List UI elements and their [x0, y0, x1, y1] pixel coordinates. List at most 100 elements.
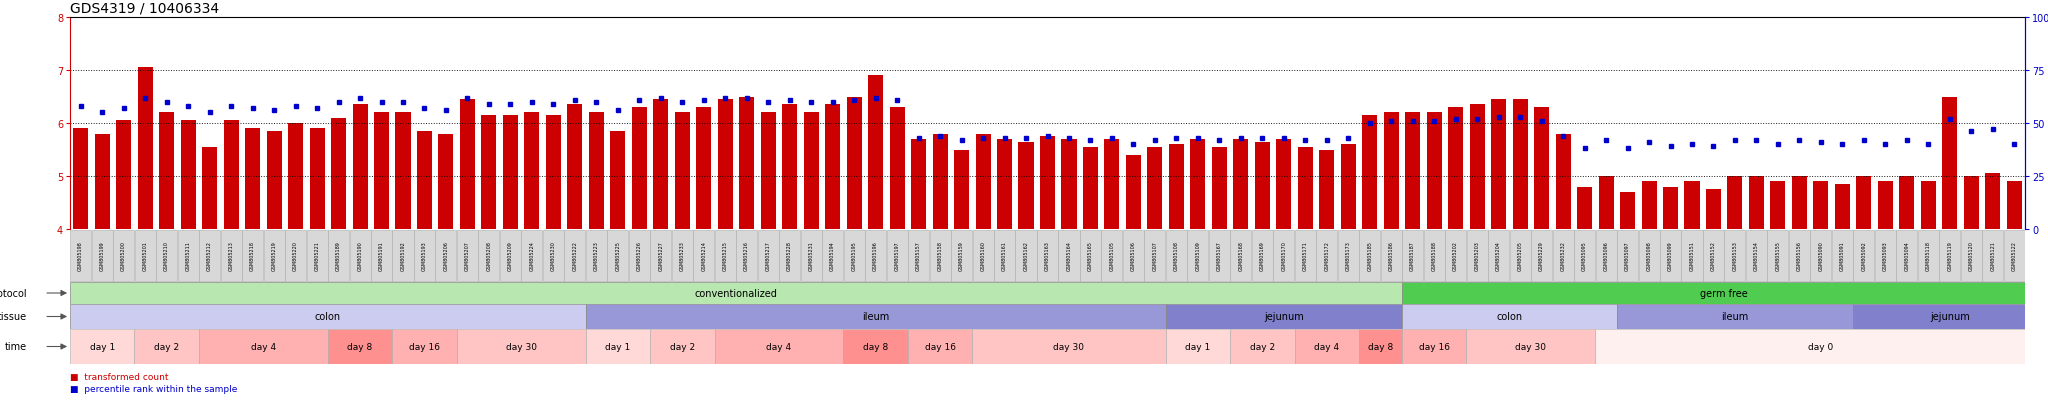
Text: day 1: day 1: [1186, 342, 1210, 351]
Text: day 8: day 8: [1368, 342, 1393, 351]
Text: GSM805204: GSM805204: [1497, 241, 1501, 271]
Bar: [864, 230, 887, 282]
Bar: [1145, 230, 1165, 282]
Bar: [266, 132, 283, 230]
Bar: [1190, 140, 1206, 230]
Bar: [285, 230, 305, 282]
Bar: [137, 68, 154, 230]
Bar: [522, 230, 543, 282]
Text: GSM805122: GSM805122: [2011, 241, 2017, 271]
Bar: [973, 230, 993, 282]
Bar: [1898, 177, 1915, 230]
Text: GSM805162: GSM805162: [1024, 241, 1028, 271]
Text: GSM805214: GSM805214: [700, 241, 707, 271]
Text: GSM805227: GSM805227: [657, 241, 664, 271]
Text: ileum: ileum: [1722, 312, 1749, 322]
Text: GSM805194: GSM805194: [829, 241, 836, 271]
Bar: [868, 76, 883, 230]
Bar: [631, 108, 647, 230]
Text: GSM805186: GSM805186: [1389, 241, 1395, 271]
Bar: [395, 113, 410, 230]
Bar: [1083, 147, 1098, 230]
Bar: [1532, 230, 1552, 282]
Text: GSM805096: GSM805096: [1604, 241, 1608, 271]
Bar: [1855, 177, 1872, 230]
Bar: [113, 230, 135, 282]
Bar: [1513, 100, 1528, 230]
Text: GSM805164: GSM805164: [1067, 241, 1071, 271]
Bar: [74, 129, 88, 230]
Bar: [1874, 230, 1896, 282]
Bar: [1362, 116, 1376, 230]
Bar: [590, 113, 604, 230]
Bar: [457, 329, 586, 364]
Text: GSM805199: GSM805199: [100, 241, 104, 271]
Bar: [1942, 97, 1958, 230]
Bar: [438, 134, 453, 230]
Bar: [1964, 177, 1978, 230]
Text: GSM805160: GSM805160: [981, 241, 985, 271]
Bar: [223, 121, 240, 230]
Text: GSM805197: GSM805197: [895, 241, 899, 271]
Text: GSM805168: GSM805168: [1239, 241, 1243, 271]
Bar: [414, 230, 434, 282]
Bar: [1769, 182, 1786, 230]
Bar: [418, 132, 432, 230]
Bar: [1792, 177, 1806, 230]
Bar: [1661, 230, 1681, 282]
Bar: [610, 132, 625, 230]
Text: GSM805097: GSM805097: [1624, 241, 1630, 271]
Bar: [504, 116, 518, 230]
Bar: [1061, 140, 1077, 230]
Bar: [199, 230, 221, 282]
Text: GSM805094: GSM805094: [1905, 241, 1909, 271]
Bar: [1747, 230, 1767, 282]
Text: day 16: day 16: [1419, 342, 1450, 351]
Text: GSM805228: GSM805228: [786, 241, 793, 271]
Text: jejunum: jejunum: [1929, 312, 1970, 322]
Bar: [1255, 142, 1270, 230]
Text: GSM805118: GSM805118: [1925, 241, 1931, 271]
Bar: [1403, 304, 1616, 329]
Bar: [586, 230, 606, 282]
Text: GSM805192: GSM805192: [401, 241, 406, 271]
Bar: [801, 230, 821, 282]
Text: GSM805108: GSM805108: [1174, 241, 1180, 271]
Text: GSM805198: GSM805198: [78, 241, 84, 271]
Bar: [393, 329, 457, 364]
Bar: [565, 230, 586, 282]
Text: GSM805107: GSM805107: [1153, 241, 1157, 271]
Bar: [1896, 230, 1917, 282]
Bar: [1853, 230, 1874, 282]
Bar: [1405, 113, 1419, 230]
Text: GSM805154: GSM805154: [1753, 241, 1759, 271]
Text: GSM805225: GSM805225: [614, 241, 621, 271]
Bar: [547, 116, 561, 230]
Bar: [2007, 182, 2021, 230]
Bar: [1595, 329, 2046, 364]
Bar: [696, 108, 711, 230]
Text: ileum: ileum: [862, 312, 889, 322]
Bar: [653, 100, 668, 230]
Bar: [375, 113, 389, 230]
Bar: [1724, 230, 1745, 282]
Bar: [178, 230, 199, 282]
Bar: [1616, 304, 1853, 329]
Bar: [1337, 230, 1358, 282]
Bar: [1126, 155, 1141, 230]
Bar: [309, 129, 324, 230]
Text: GSM805200: GSM805200: [121, 241, 127, 271]
Bar: [1360, 329, 1403, 364]
Text: GSM805119: GSM805119: [1948, 241, 1952, 271]
Bar: [1960, 230, 1982, 282]
Text: colon: colon: [315, 312, 340, 322]
Bar: [1208, 230, 1231, 282]
Bar: [1319, 150, 1335, 230]
Bar: [500, 230, 520, 282]
Text: germ free: germ free: [1700, 288, 1749, 298]
Bar: [246, 129, 260, 230]
Bar: [461, 100, 475, 230]
Bar: [1036, 230, 1059, 282]
Bar: [1921, 182, 1935, 230]
Bar: [1642, 182, 1657, 230]
